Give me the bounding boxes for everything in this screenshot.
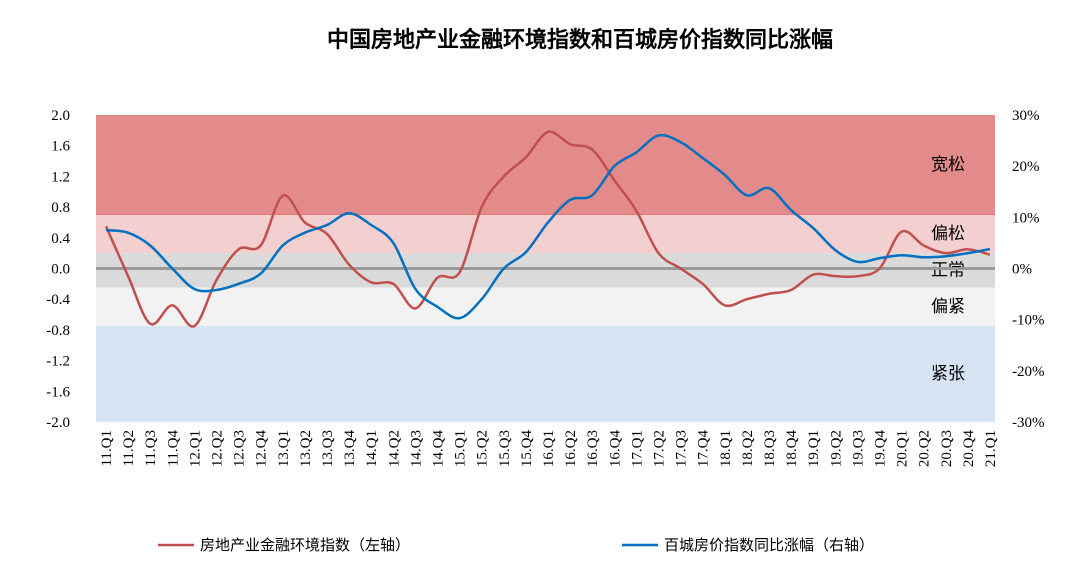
x-tick-label: 13.Q3 <box>320 430 336 467</box>
y2-tick-label: 10% <box>1012 210 1040 226</box>
x-tick-label: 18.Q2 <box>740 430 756 467</box>
x-tick-label: 13.Q2 <box>298 430 314 467</box>
y-tick-label: -0.8 <box>46 323 70 339</box>
legend-label: 房地产业金融环境指数（左轴） <box>200 536 410 554</box>
y-tick-label: -0.4 <box>46 292 70 308</box>
series-line <box>105 133 991 320</box>
x-tick-label: 18.Q3 <box>762 430 778 467</box>
x-tick-label: 21.Q1 <box>983 430 999 467</box>
y-tick-label: 1.6 <box>51 139 70 155</box>
y-tick-label: 0.8 <box>51 200 70 216</box>
x-tick-label: 16.Q2 <box>563 430 579 467</box>
band <box>96 287 995 327</box>
y2-tick-label: -10% <box>1012 313 1045 329</box>
series-line <box>104 130 991 328</box>
x-tick-label: 19.Q1 <box>806 430 822 467</box>
x-tick-label: 17.Q2 <box>652 430 668 467</box>
x-tick-label: 18.Q4 <box>784 430 800 468</box>
x-tick-label: 13.Q4 <box>342 430 358 468</box>
x-tick-label: 11.Q1 <box>99 430 115 467</box>
x-tick-label: 17.Q1 <box>629 430 645 467</box>
x-tick-label: 19.Q3 <box>850 430 866 467</box>
band-label: 紧张 <box>931 364 965 384</box>
x-tick-label: 15.Q4 <box>519 430 535 468</box>
x-tick-label: 11.Q4 <box>165 430 181 467</box>
y-tick-label: -2.0 <box>46 415 70 431</box>
x-tick-label: 11.Q2 <box>121 430 137 467</box>
x-tick-label: 14.Q1 <box>364 430 380 467</box>
x-tick-label: 20.Q1 <box>895 430 911 467</box>
x-tick-label: 14.Q4 <box>431 430 447 468</box>
x-tick-label: 15.Q3 <box>497 430 513 467</box>
y-tick-label: 0.0 <box>51 262 70 278</box>
x-tick-label: 20.Q2 <box>917 430 933 467</box>
y2-tick-label: 0% <box>1012 262 1032 278</box>
x-tick-label: 20.Q4 <box>961 430 977 468</box>
band-label: 宽松 <box>931 155 965 175</box>
x-tick-label: 12.Q4 <box>254 430 270 468</box>
chart-title: 中国房地产业金融环境指数和百城房价指数同比涨幅 <box>327 27 833 53</box>
x-tick-label: 12.Q1 <box>187 430 203 467</box>
y-tick-label: 1.2 <box>51 169 70 185</box>
x-tick-label: 16.Q3 <box>585 430 601 467</box>
band-label: 正常 <box>931 260 965 280</box>
x-tick-label: 15.Q1 <box>453 430 469 467</box>
y2-tick-label: -20% <box>1012 364 1045 380</box>
y2-tick-label: -30% <box>1012 415 1045 431</box>
x-tick-label: 19.Q2 <box>828 430 844 467</box>
y-tick-label: 0.4 <box>51 231 70 247</box>
x-tick-label: 19.Q4 <box>873 430 889 468</box>
x-tick-label: 11.Q3 <box>143 430 159 467</box>
band <box>96 115 995 215</box>
x-tick-label: 20.Q3 <box>939 430 955 467</box>
x-tick-label: 12.Q3 <box>232 430 248 467</box>
x-tick-label: 17.Q4 <box>696 430 712 468</box>
band <box>96 326 995 422</box>
y2-tick-label: 30% <box>1012 108 1040 124</box>
x-tick-label: 16.Q4 <box>607 430 623 468</box>
band <box>96 214 995 254</box>
band-label: 偏松 <box>931 224 965 244</box>
x-tick-label: 13.Q1 <box>276 430 292 467</box>
x-tick-label: 16.Q1 <box>541 430 557 467</box>
y2-tick-label: 20% <box>1012 159 1040 175</box>
x-tick-label: 17.Q3 <box>674 430 690 467</box>
y-tick-label: 2.0 <box>51 108 70 124</box>
x-tick-label: 15.Q2 <box>475 430 491 467</box>
band-label: 偏紧 <box>931 297 965 317</box>
legend-label: 百城房价指数同比涨幅（右轴） <box>664 536 874 554</box>
x-tick-label: 12.Q2 <box>210 430 226 467</box>
x-tick-label: 18.Q1 <box>718 430 734 467</box>
y-tick-label: -1.2 <box>46 354 70 370</box>
x-tick-label: 14.Q2 <box>386 430 402 467</box>
x-tick-label: 14.Q3 <box>408 430 424 467</box>
y-tick-label: -1.6 <box>46 384 70 400</box>
